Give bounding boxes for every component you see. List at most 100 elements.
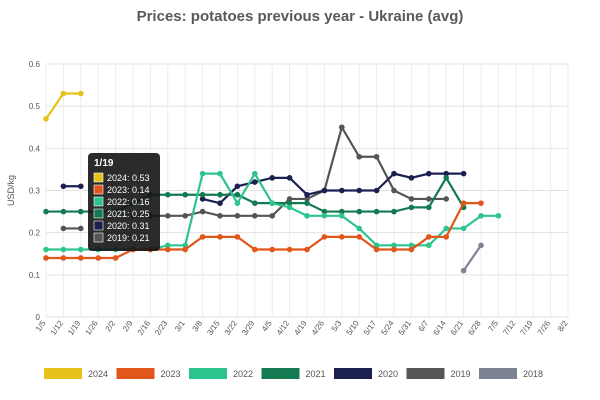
data-point-2021[interactable] bbox=[443, 175, 450, 181]
data-point-2022[interactable] bbox=[356, 225, 363, 232]
data-point-2023[interactable] bbox=[321, 234, 328, 240]
data-point-2020[interactable] bbox=[356, 187, 363, 194]
data-point-2022[interactable] bbox=[304, 213, 310, 219]
data-point-2020[interactable] bbox=[269, 175, 276, 181]
data-point-2019[interactable] bbox=[356, 153, 363, 160]
data-point-2021[interactable] bbox=[391, 208, 397, 215]
data-point-2023[interactable] bbox=[112, 255, 119, 261]
data-point-2023[interactable] bbox=[182, 246, 188, 253]
data-point-2022[interactable] bbox=[460, 225, 467, 232]
data-point-2022[interactable] bbox=[269, 200, 276, 206]
data-point-2020[interactable] bbox=[443, 170, 450, 177]
data-point-2021[interactable] bbox=[321, 208, 328, 215]
data-point-2023[interactable] bbox=[199, 234, 206, 240]
data-point-2023[interactable] bbox=[478, 200, 484, 206]
data-point-2019[interactable] bbox=[408, 196, 415, 202]
data-point-2019[interactable] bbox=[426, 196, 432, 202]
data-point-2023[interactable] bbox=[269, 246, 276, 253]
data-point-2023[interactable] bbox=[460, 200, 467, 206]
data-point-2021[interactable] bbox=[165, 191, 171, 198]
data-point-2021[interactable] bbox=[286, 200, 293, 206]
data-point-2021[interactable] bbox=[356, 208, 363, 215]
data-point-2023[interactable] bbox=[234, 234, 241, 240]
data-point-2019[interactable] bbox=[217, 213, 223, 219]
data-point-2019[interactable] bbox=[443, 196, 450, 202]
data-point-2023[interactable] bbox=[443, 234, 450, 240]
data-point-2021[interactable] bbox=[234, 191, 241, 198]
data-point-2020[interactable] bbox=[373, 187, 380, 194]
data-point-2022[interactable] bbox=[43, 246, 49, 253]
data-point-2019[interactable] bbox=[78, 225, 84, 232]
data-point-2022[interactable] bbox=[182, 242, 188, 249]
legend-item-2024[interactable]: 2024 bbox=[44, 368, 108, 379]
data-point-2020[interactable] bbox=[286, 175, 293, 181]
data-point-2020[interactable] bbox=[234, 183, 241, 190]
data-point-2019[interactable] bbox=[373, 153, 380, 160]
data-point-2022[interactable] bbox=[321, 213, 328, 219]
data-point-2021[interactable] bbox=[304, 200, 310, 206]
data-point-2023[interactable] bbox=[339, 234, 345, 240]
data-point-2019[interactable] bbox=[286, 196, 293, 202]
data-point-2021[interactable] bbox=[339, 208, 345, 215]
data-point-2020[interactable] bbox=[339, 187, 345, 194]
data-point-2019[interactable] bbox=[182, 213, 188, 219]
legend-item-2019[interactable]: 2019 bbox=[406, 368, 471, 379]
data-point-2023[interactable] bbox=[304, 246, 310, 253]
data-point-2020[interactable] bbox=[391, 170, 397, 177]
data-point-2021[interactable] bbox=[217, 191, 223, 198]
legend-item-2022[interactable]: 2022 bbox=[189, 368, 253, 379]
data-point-2023[interactable] bbox=[286, 246, 293, 253]
data-point-2022[interactable] bbox=[495, 213, 502, 219]
data-point-2018[interactable] bbox=[460, 267, 467, 274]
legend-item-2021[interactable]: 2021 bbox=[261, 368, 326, 379]
data-point-2021[interactable] bbox=[182, 191, 188, 198]
data-point-2022[interactable] bbox=[373, 242, 380, 249]
data-point-2023[interactable] bbox=[78, 255, 84, 261]
data-point-2022[interactable] bbox=[426, 242, 432, 249]
data-point-2020[interactable] bbox=[460, 170, 467, 177]
data-point-2022[interactable] bbox=[252, 170, 258, 177]
data-point-2022[interactable] bbox=[234, 200, 241, 206]
data-point-2019[interactable] bbox=[165, 213, 171, 219]
data-point-2020[interactable] bbox=[217, 200, 223, 206]
data-point-2023[interactable] bbox=[373, 246, 380, 253]
data-point-2021[interactable] bbox=[426, 204, 432, 211]
data-point-2022[interactable] bbox=[286, 204, 293, 211]
data-point-2019[interactable] bbox=[199, 208, 206, 215]
data-point-2023[interactable] bbox=[60, 255, 67, 261]
data-point-2020[interactable] bbox=[321, 187, 328, 194]
data-point-2023[interactable] bbox=[426, 234, 432, 240]
data-point-2019[interactable] bbox=[304, 196, 310, 202]
data-point-2019[interactable] bbox=[252, 213, 258, 219]
data-point-2022[interactable] bbox=[199, 170, 206, 177]
data-point-2023[interactable] bbox=[408, 246, 415, 253]
data-point-2019[interactable] bbox=[234, 213, 241, 219]
data-point-2019[interactable] bbox=[391, 187, 397, 194]
data-point-2021[interactable] bbox=[373, 208, 380, 215]
data-point-2023[interactable] bbox=[391, 246, 397, 253]
data-point-2020[interactable] bbox=[60, 183, 67, 190]
data-point-2022[interactable] bbox=[391, 242, 397, 249]
data-point-2020[interactable] bbox=[252, 179, 258, 185]
legend-item-2020[interactable]: 2020 bbox=[334, 368, 398, 379]
data-point-2022[interactable] bbox=[60, 246, 67, 253]
data-point-2023[interactable] bbox=[43, 255, 49, 261]
data-point-2023[interactable] bbox=[356, 234, 363, 240]
data-point-2022[interactable] bbox=[478, 213, 484, 219]
data-point-2020[interactable] bbox=[426, 170, 432, 177]
data-point-2021[interactable] bbox=[43, 208, 49, 215]
data-point-2018[interactable] bbox=[478, 242, 484, 249]
data-point-2021[interactable] bbox=[199, 191, 206, 198]
data-point-2022[interactable] bbox=[443, 225, 450, 232]
data-point-2021[interactable] bbox=[252, 200, 258, 206]
data-point-2019[interactable] bbox=[269, 213, 276, 219]
data-point-2024[interactable] bbox=[43, 116, 49, 122]
data-point-2022[interactable] bbox=[78, 246, 84, 253]
data-point-2020[interactable] bbox=[304, 191, 310, 198]
data-point-2022[interactable] bbox=[165, 242, 171, 249]
data-point-2021[interactable] bbox=[60, 208, 67, 215]
data-point-2021[interactable] bbox=[408, 204, 415, 211]
data-point-2023[interactable] bbox=[217, 234, 223, 240]
data-point-2020[interactable] bbox=[408, 175, 415, 181]
data-point-2019[interactable] bbox=[339, 124, 345, 131]
